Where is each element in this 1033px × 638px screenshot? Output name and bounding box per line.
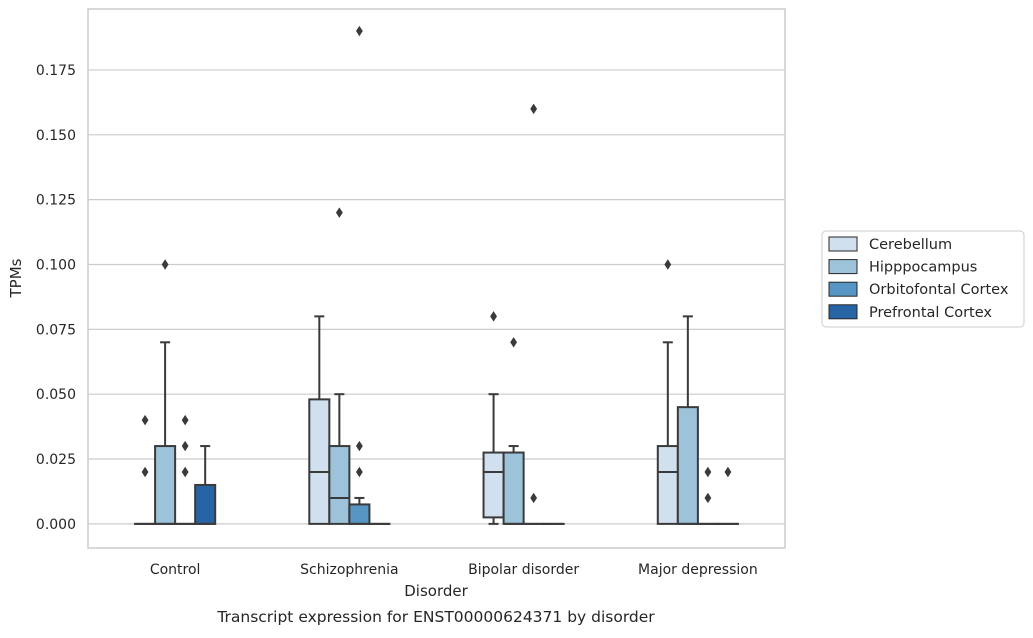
box-group	[195, 446, 215, 524]
legend-swatch	[829, 260, 857, 274]
box-group	[484, 311, 504, 524]
box-group	[329, 207, 349, 523]
box-body	[349, 504, 369, 523]
box-group	[678, 316, 698, 524]
box-body	[504, 453, 524, 524]
x-tick-label: Schizophrenia	[300, 562, 398, 578]
box-group	[309, 316, 329, 524]
box-group	[504, 337, 524, 524]
outlier-point	[356, 26, 363, 36]
y-tick-labels: 0.000 0.025 0.050 0.075 0.100 0.125 0.150 0.175	[36, 63, 76, 533]
outlier-point	[530, 104, 537, 114]
outlier-point	[182, 415, 189, 425]
legend-label: Hipppocampus	[869, 260, 977, 276]
legend-swatch	[829, 305, 857, 319]
y-tick-label: 0.125	[36, 193, 76, 209]
box-group	[524, 104, 544, 524]
y-tick-label: 0.100	[36, 257, 76, 273]
y-tick-label: 0.150	[36, 128, 76, 144]
box-group	[349, 26, 369, 524]
box-group	[658, 259, 678, 524]
outlier-point	[162, 259, 169, 269]
y-tick-label: 0.025	[36, 452, 76, 468]
y-axis-label: TPMs	[7, 258, 25, 298]
box-body	[195, 485, 215, 524]
legend: Cerebellum Hipppocampus Orbitofontal Corte…	[822, 231, 1024, 327]
x-tick-label: Bipolar disorder	[468, 562, 579, 578]
x-tick-label: Major depression	[638, 562, 758, 578]
outlier-point	[704, 493, 711, 503]
x-tick-labels: Control Schizophrenia Bipolar disorder Majo…	[150, 562, 758, 578]
y-tick-label: 0.075	[36, 322, 76, 338]
outlier-point	[725, 467, 732, 477]
legend-label: Prefrontal Cortex	[869, 305, 992, 321]
outlier-point	[356, 467, 363, 477]
box-group	[698, 467, 718, 524]
outlier-point	[182, 467, 189, 477]
legend-label: Cerebellum	[869, 237, 952, 253]
outlier-point	[704, 467, 711, 477]
plot-boxes	[135, 26, 738, 524]
outlier-point	[142, 467, 149, 477]
box-group	[175, 415, 195, 524]
box-body	[658, 446, 678, 524]
outlier-point	[510, 337, 517, 347]
y-tick-label: 0.175	[36, 63, 76, 79]
box-body	[309, 399, 329, 524]
box-body	[329, 446, 349, 524]
legend-swatch	[829, 237, 857, 251]
outlier-point	[182, 441, 189, 451]
legend-label: Orbitofontal Cortex	[869, 282, 1009, 298]
box-body	[155, 446, 175, 524]
outlier-point	[664, 259, 671, 269]
x-axis-label: Disorder	[404, 582, 468, 600]
box-group	[718, 467, 738, 524]
box-body	[484, 453, 504, 518]
y-tick-label: 0.050	[36, 387, 76, 403]
chart-caption: Transcript expression for ENST0000062437…	[216, 608, 655, 626]
outlier-point	[336, 207, 343, 217]
x-tick-label: Control	[150, 562, 201, 578]
legend-swatch	[829, 282, 857, 296]
y-tick-label: 0.000	[36, 517, 76, 533]
outlier-point	[530, 493, 537, 503]
outlier-point	[356, 441, 363, 451]
box-group	[135, 415, 155, 524]
outlier-point	[142, 415, 149, 425]
outlier-point	[490, 311, 497, 321]
box-group	[155, 259, 175, 524]
box-body	[678, 407, 698, 524]
